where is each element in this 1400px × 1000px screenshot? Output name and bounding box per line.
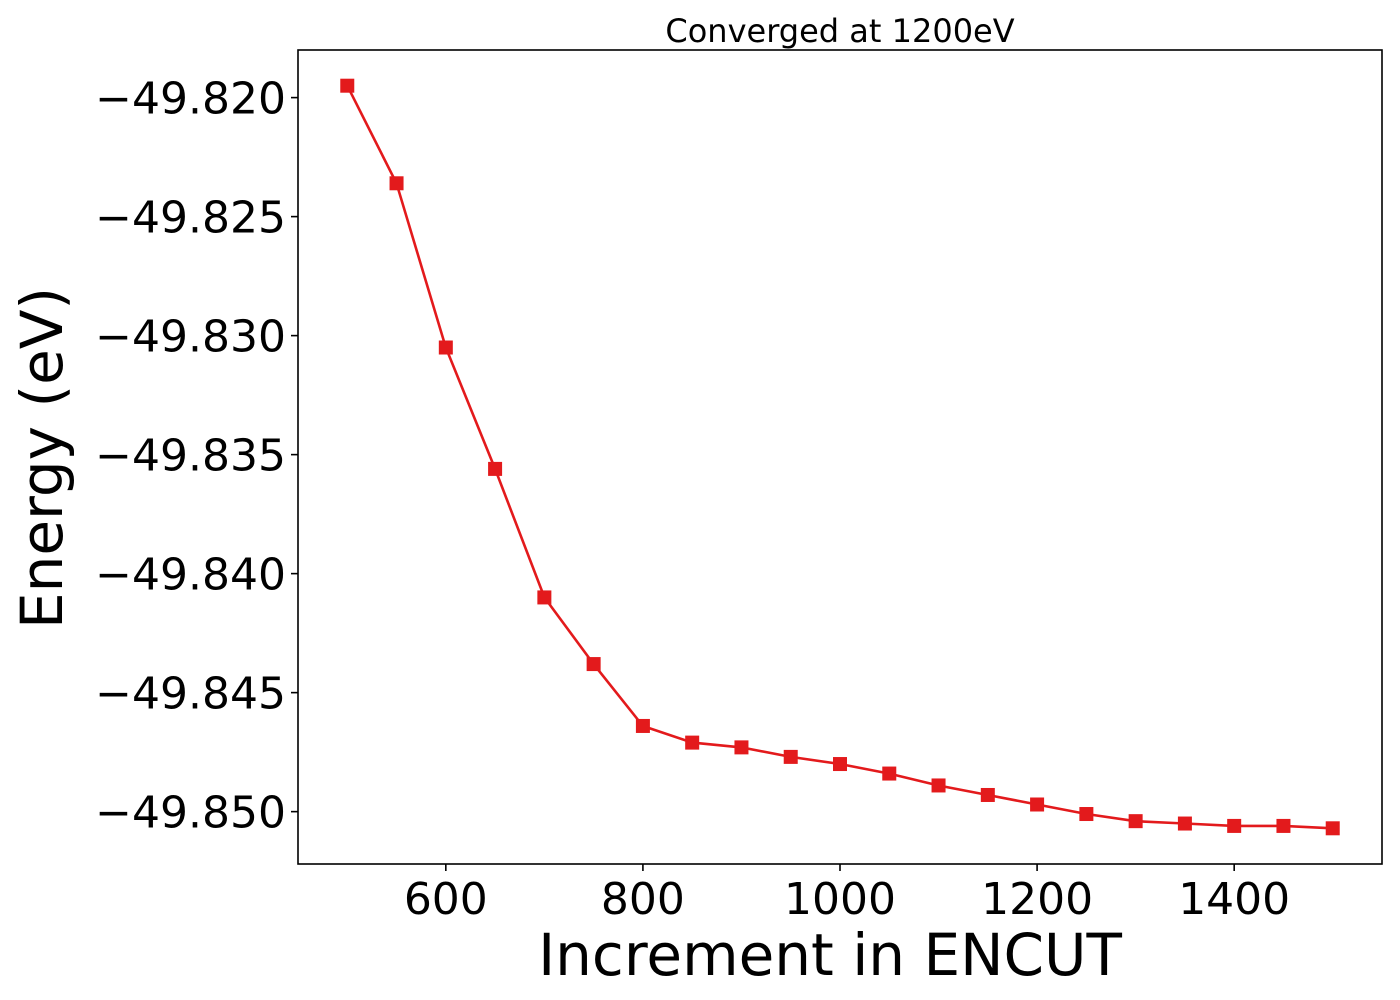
- data-point: [833, 757, 847, 772]
- data-point: [1227, 818, 1242, 833]
- y-tick-label: −49.850: [95, 788, 286, 839]
- y-tick-label: −49.830: [95, 312, 286, 363]
- data-point: [1079, 807, 1094, 822]
- x-tick-label: 800: [601, 874, 685, 925]
- data-point: [1030, 797, 1045, 812]
- x-axis: 600 800 1000 1200 1400: [404, 864, 1290, 925]
- series-line: [346, 85, 1333, 830]
- data-point: [882, 766, 897, 781]
- data-point: [488, 461, 503, 476]
- data-point: [1177, 816, 1192, 831]
- data-point: [734, 740, 749, 755]
- y-tick-label: −49.840: [95, 550, 286, 601]
- y-tick-label: −49.825: [95, 193, 286, 244]
- chart-title: Converged at 1200eV: [665, 12, 1014, 50]
- y-tick-label: −49.835: [95, 431, 286, 482]
- x-axis-label: Increment in ENCUT: [538, 921, 1122, 989]
- data-point: [1128, 814, 1143, 829]
- x-tick-label: 1000: [784, 874, 896, 925]
- data-point: [931, 778, 946, 793]
- x-tick-label: 1400: [1178, 874, 1290, 925]
- data-point: [635, 718, 650, 733]
- data-point: [1276, 818, 1291, 833]
- y-axis-label: Energy (eV): [8, 287, 76, 629]
- y-tick-label: −49.845: [95, 669, 286, 720]
- data-point: [685, 735, 700, 750]
- data-point: [438, 340, 453, 355]
- plot-frame: [297, 49, 1383, 865]
- data-point: [389, 176, 404, 191]
- y-tick-label: −49.820: [95, 74, 286, 125]
- y-axis: −49.820 −49.825 −49.830 −49.835 −49.840 −49.8…: [95, 74, 298, 839]
- data-point: [783, 749, 798, 764]
- data-point: [537, 590, 552, 605]
- plot-area: [340, 78, 1340, 836]
- x-tick-label: 1200: [981, 874, 1093, 925]
- x-tick-label: 600: [404, 874, 488, 925]
- data-point: [586, 657, 601, 672]
- data-point: [1325, 821, 1340, 836]
- data-point: [340, 78, 355, 93]
- data-point: [980, 787, 995, 802]
